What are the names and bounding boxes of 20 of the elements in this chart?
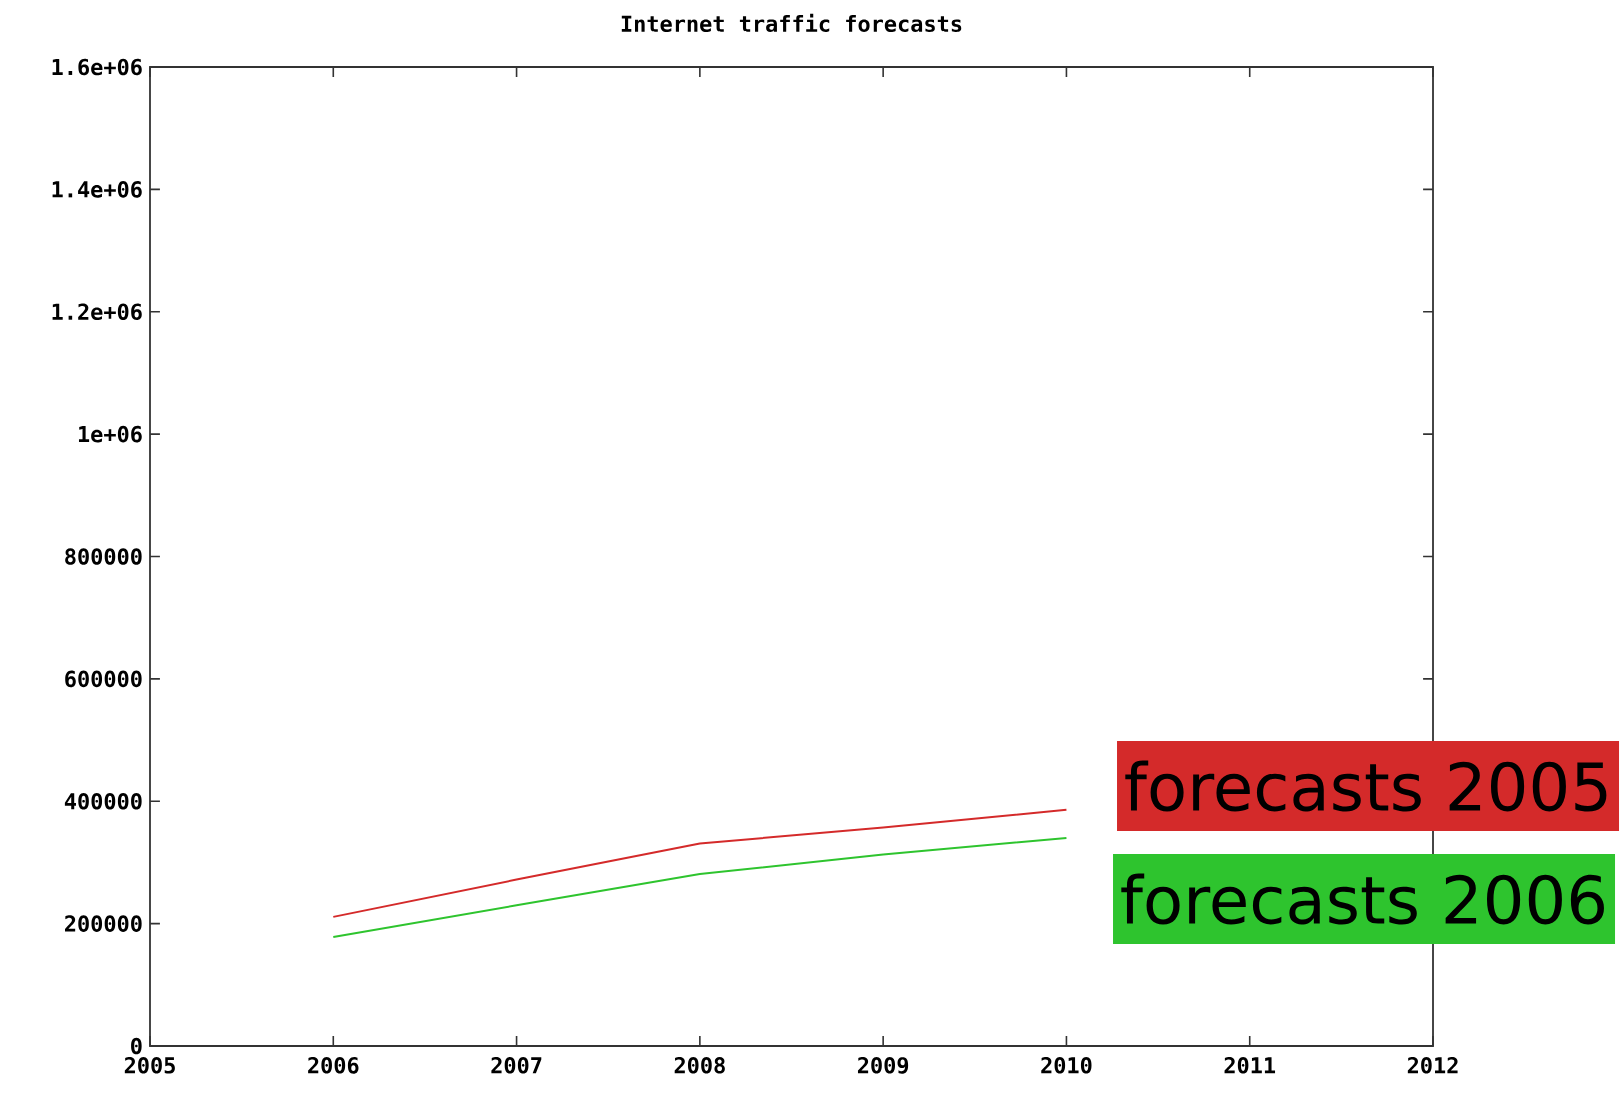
x-tick-label: 2011 — [1224, 1057, 1276, 1074]
x-tick-label: 2008 — [674, 1057, 725, 1074]
x-tick-label: 2009 — [857, 1057, 909, 1074]
y-tick-label: 0 — [131, 1037, 142, 1055]
x-tick-label: 2007 — [491, 1057, 542, 1074]
chart-title: Internet traffic forecasts — [621, 13, 962, 32]
y-tick-label: 600000 — [65, 670, 142, 688]
y-tick-label: 200000 — [65, 915, 142, 932]
series-label: forecasts 2005 — [1125, 760, 1607, 812]
y-tick-label: 1.6e+06 — [52, 58, 142, 76]
x-tick-label: 2012 — [1407, 1057, 1458, 1074]
y-tick-label: 1e+06 — [78, 425, 142, 443]
y-tick-label: 1.4e+06 — [52, 181, 142, 198]
y-tick-label: 800000 — [65, 548, 142, 565]
series-label: forecasts 2006 — [1121, 873, 1604, 925]
y-tick-label: 400000 — [64, 792, 142, 810]
x-tick-label: 2010 — [1041, 1057, 1092, 1074]
y-tick-label: 1.2e+06 — [52, 303, 142, 321]
x-tick-label: 2005 — [124, 1057, 175, 1074]
x-tick-label: 2006 — [308, 1057, 359, 1074]
